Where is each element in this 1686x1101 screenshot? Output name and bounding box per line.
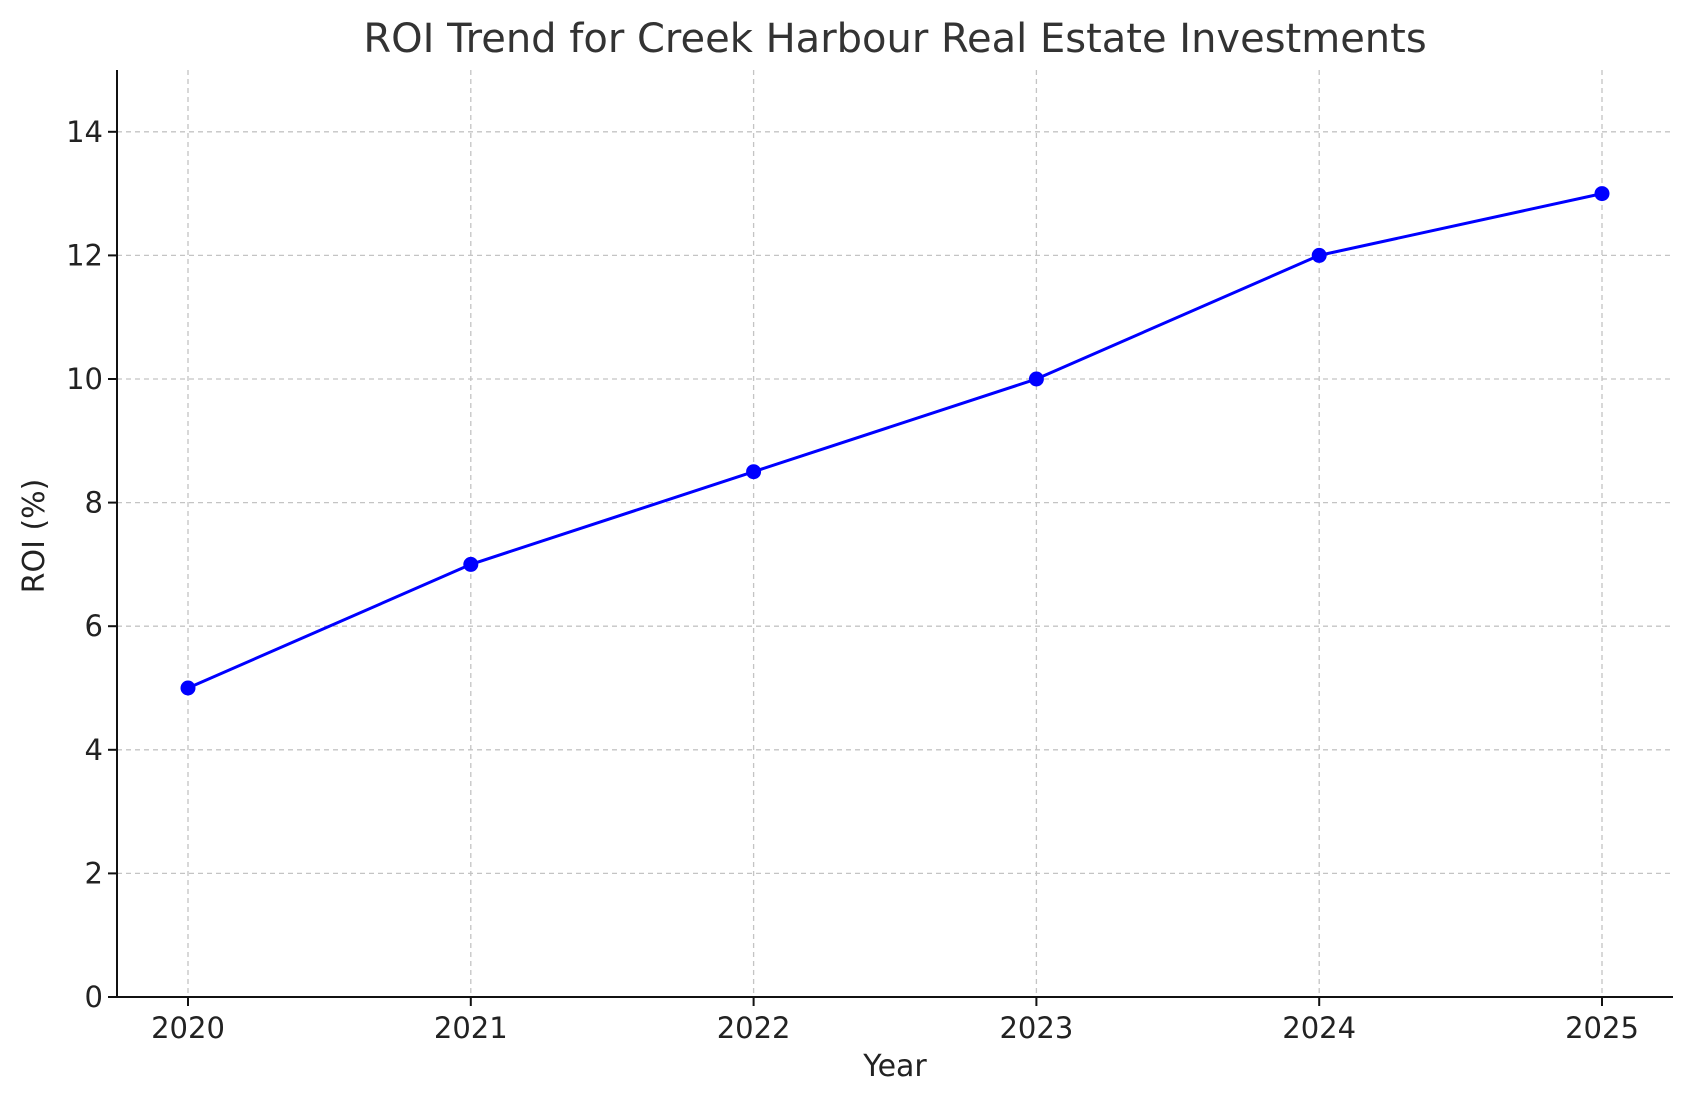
data-point [1594,186,1610,202]
x-tick-label: 2023 [999,1011,1073,1045]
data-point [180,680,196,696]
y-tick-label: 8 [85,486,103,520]
y-tick-label: 2 [85,856,103,890]
x-tick-label: 2025 [1565,1011,1639,1045]
y-tick-label: 0 [85,980,103,1014]
y-tick-label: 4 [85,733,103,767]
x-tick-label: 2021 [434,1011,508,1045]
x-axis-label: Year [862,1049,927,1084]
y-axis-label: ROI (%) [17,479,52,594]
data-point [1028,371,1044,387]
data-point [1311,247,1327,263]
axes-layer [116,70,1673,998]
x-tick-label: 2024 [1282,1011,1356,1045]
series-line [186,192,1604,690]
ticks-layer: 0 2 4 6 8 10 12 14 2020 2021 2022 2023 2024 2025 [66,115,1639,1045]
y-tick-label: 10 [66,362,103,396]
y-tick-label: 12 [66,238,103,272]
y-tick-label: 14 [66,115,103,149]
series-layer [180,186,1610,696]
data-point [746,464,762,480]
x-tick-label: 2020 [151,1011,225,1045]
chart-title: ROI Trend for Creek Harbour Real Estate … [363,16,1426,62]
y-tick-label: 6 [85,609,103,643]
grid-layer [117,70,1673,997]
x-tick-label: 2022 [717,1011,791,1045]
data-point [463,556,479,572]
